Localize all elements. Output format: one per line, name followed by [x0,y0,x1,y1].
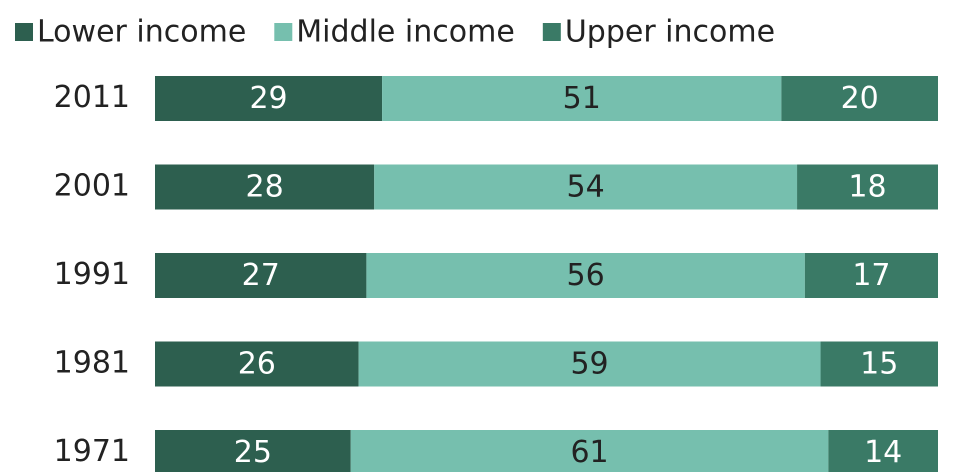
bar-segment [781,76,938,121]
y-tick-label: 1971 [54,434,130,469]
bar-segment [155,164,375,210]
bar-segment [366,253,805,298]
data-label: 27 [242,258,280,293]
data-label: 25 [234,435,272,470]
bar-segment [155,76,383,121]
data-label: 59 [570,347,608,382]
data-label: 14 [864,435,902,470]
data-label: 54 [567,170,605,205]
data-label: 56 [567,258,605,293]
y-tick-label: 1981 [54,346,130,381]
bar-segment [820,341,938,387]
y-tick-label: 2001 [54,169,130,204]
data-label: 61 [570,435,608,470]
bar-segment [155,253,367,298]
y-tick-label: 2011 [54,80,130,115]
bar-segment [155,430,351,472]
legend-swatch [542,23,561,41]
data-label: 26 [238,347,276,382]
data-label: 18 [848,170,886,205]
legend-label: Middle income [296,15,515,50]
data-label: 15 [860,347,898,382]
bar-segment [804,253,938,298]
bar-segment [358,341,821,387]
bar-segment [350,430,829,472]
data-label: 28 [246,170,284,205]
legend-label: Upper income [565,15,775,50]
data-label: 20 [841,81,879,116]
legend-swatch [15,23,33,41]
legend-label: Lower income [37,15,246,50]
bar-segment [382,76,782,121]
bar-segment [374,164,798,210]
bar-segment [797,164,938,210]
data-label: 17 [852,258,890,293]
legend-swatch [274,23,293,41]
bar-segment [155,341,359,387]
y-tick-label: 1991 [54,257,130,292]
data-label: 29 [249,81,287,116]
bar-segment [828,430,938,472]
data-label: 51 [563,81,601,116]
